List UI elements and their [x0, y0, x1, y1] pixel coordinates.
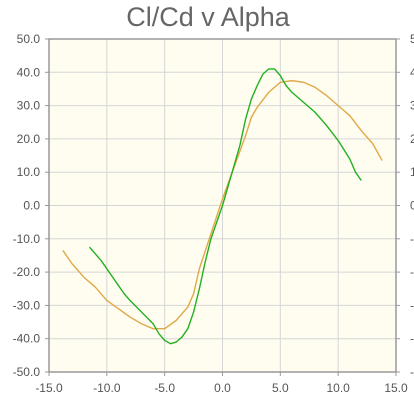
x-tick-label: -5.0 [154, 381, 175, 395]
y-tick-label: 0.0 [23, 199, 40, 213]
y-tick-label: -10.0 [13, 232, 41, 246]
x-tick-label: 5.0 [272, 381, 289, 395]
y-right-tick-label: - [410, 365, 414, 379]
y-axis: 50.0 40.0 30.0 20.0 10.0 0.0 -10.0 -20.0 -30.0 -4… [13, 32, 49, 379]
y-right-tick-label: 0 [410, 199, 414, 213]
x-tick-label: 10.0 [326, 381, 350, 395]
y-right-tick-label: - [410, 332, 414, 346]
y-tick-label: 30.0 [17, 99, 41, 113]
x-axis: -15.0 -10.0 -5.0 0.0 5.0 10.0 15.0 [35, 372, 408, 395]
y-tick-label: 50.0 [17, 32, 41, 46]
y-right-tick-label: 4 [410, 65, 414, 79]
y-tick-label: 40.0 [17, 65, 41, 79]
series-lines [62, 68, 383, 345]
series-line-1 [62, 79, 383, 330]
y-axis-right: 5 4 3 2 1 0 - - - - - [396, 32, 414, 379]
y-right-tick-label: - [410, 232, 414, 246]
y-right-tick-label: - [410, 265, 414, 279]
x-tick-label: 0.0 [214, 381, 231, 395]
y-tick-label: -50.0 [13, 365, 41, 379]
y-right-tick-label: 5 [410, 32, 414, 46]
x-tick-label: -15.0 [35, 381, 63, 395]
y-tick-label: 20.0 [17, 132, 41, 146]
x-tick-label: 15.0 [384, 381, 408, 395]
y-right-tick-label: 3 [410, 99, 414, 113]
series-line-2 [88, 68, 362, 345]
x-tick-label: -10.0 [93, 381, 121, 395]
chart-title: Cl/Cd v Alpha [126, 2, 290, 32]
y-right-tick-label: 1 [410, 165, 414, 179]
y-tick-label: -40.0 [13, 332, 41, 346]
y-tick-label: 10.0 [17, 165, 41, 179]
y-right-tick-label: - [410, 298, 414, 312]
y-tick-label: -30.0 [13, 298, 41, 312]
y-tick-label: -20.0 [13, 265, 41, 279]
y-right-tick-label: 2 [410, 132, 414, 146]
